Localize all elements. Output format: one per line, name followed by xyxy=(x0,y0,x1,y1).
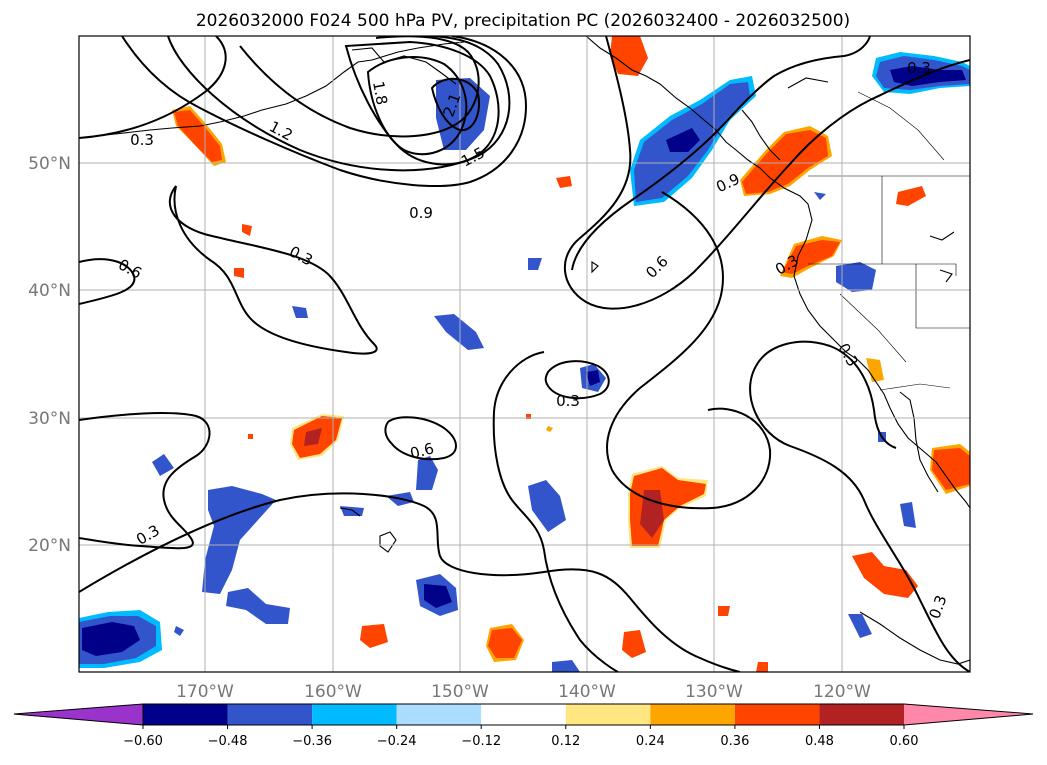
colorbar-extend-high xyxy=(904,704,1033,725)
lon-label-120w: 120°W xyxy=(813,682,871,702)
graticule xyxy=(79,36,970,672)
borders xyxy=(808,91,970,391)
colorbar-segment xyxy=(312,704,397,725)
colorbar-tick-label: −0.60 xyxy=(123,734,163,749)
colorbar-tick-label: 0.60 xyxy=(890,734,919,749)
colorbar-segment xyxy=(650,704,735,725)
latitude-labels: 50°N 40°N 30°N 20°N xyxy=(28,154,71,556)
colorbar-segments xyxy=(14,704,1033,725)
map-frame xyxy=(78,35,971,673)
colorbar-segment xyxy=(143,704,228,725)
colorbar-segment xyxy=(396,704,482,725)
colorbar-segment xyxy=(734,704,820,725)
colorbar-extend-low xyxy=(14,704,143,725)
lat-label-20n: 20°N xyxy=(28,536,71,556)
colorbar-segment xyxy=(565,704,651,725)
colorbar-tick-label: 0.12 xyxy=(551,734,580,749)
contour-label: 1.8 xyxy=(369,80,391,107)
lat-label-50n: 50°N xyxy=(28,154,71,174)
lon-label-170w: 170°W xyxy=(176,682,234,702)
colorbar-tick-label: 0.36 xyxy=(720,734,749,749)
contour-label: 0.6 xyxy=(408,439,436,463)
colorbar-segment xyxy=(481,704,566,725)
colorbar-tick-label: −0.48 xyxy=(208,734,248,749)
contour-label: 0.3 xyxy=(907,59,931,77)
colorbar-segment xyxy=(819,704,904,725)
colorbar-tick-label: −0.36 xyxy=(292,734,332,749)
lat-label-40n: 40°N xyxy=(28,281,71,301)
colorbar-tick-label: −0.24 xyxy=(377,734,417,749)
colorbar-tick-label: 0.24 xyxy=(636,734,665,749)
lon-label-130w: 130°W xyxy=(685,682,743,702)
colorbar: −0.60 −0.48 −0.36 −0.24 −0.12 0.12 0.24 0.36 0.4… xyxy=(13,703,1034,749)
lon-label-140w: 140°W xyxy=(558,682,616,702)
colorbar-ticks: −0.60 −0.48 −0.36 −0.24 −0.12 0.12 0.24 0.36 0.4… xyxy=(123,725,918,749)
contour-label: 0.3 xyxy=(556,392,580,410)
map-area: 0.3 1.2 1.8 2.1 1.5 0.9 0.3 0.6 0.6 0.9 … xyxy=(79,36,970,672)
contour-label: 0.9 xyxy=(409,204,433,222)
longitude-labels: 170°W 160°W 150°W 140°W 130°W 120°W xyxy=(176,682,871,702)
colorbar-tick-label: −0.12 xyxy=(461,734,501,749)
map-title: 2026032000 F024 500 hPa PV, precipitatio… xyxy=(196,11,850,31)
contour-label: 0.3 xyxy=(130,131,154,149)
pv-contours xyxy=(79,36,970,672)
lon-label-150w: 150°W xyxy=(431,682,489,702)
colorbar-tick-label: 0.48 xyxy=(805,734,834,749)
lon-label-160w: 160°W xyxy=(304,682,362,702)
lat-label-30n: 30°N xyxy=(28,409,71,429)
colorbar-segment xyxy=(227,704,313,725)
